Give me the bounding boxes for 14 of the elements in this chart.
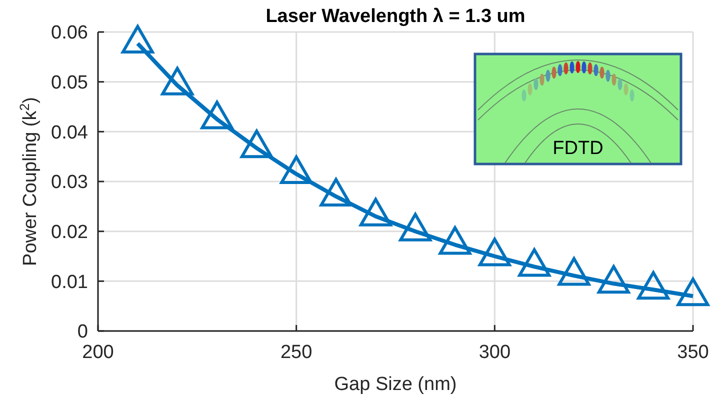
chart-title: Laser Wavelength λ = 1.3 um bbox=[266, 6, 526, 27]
x-tick-label: 350 bbox=[677, 342, 709, 363]
y-tick-label: 0.04 bbox=[51, 122, 88, 144]
y-tick-label: 0.05 bbox=[51, 72, 88, 94]
annotation: FDTD bbox=[552, 138, 604, 159]
x-axis-title: Gap Size (nm) bbox=[334, 374, 457, 395]
y-tick-label: 0.01 bbox=[51, 272, 88, 293]
y-tick-label: 0.03 bbox=[51, 172, 88, 194]
y-tick-label: 0.06 bbox=[51, 22, 88, 44]
x-tick-label: 300 bbox=[478, 342, 511, 363]
y-tick-label: 0 bbox=[77, 322, 88, 343]
x-tick-label: 200 bbox=[82, 342, 114, 363]
x-tick-label: 250 bbox=[280, 342, 312, 363]
y-tick-label: 0.02 bbox=[51, 222, 88, 243]
